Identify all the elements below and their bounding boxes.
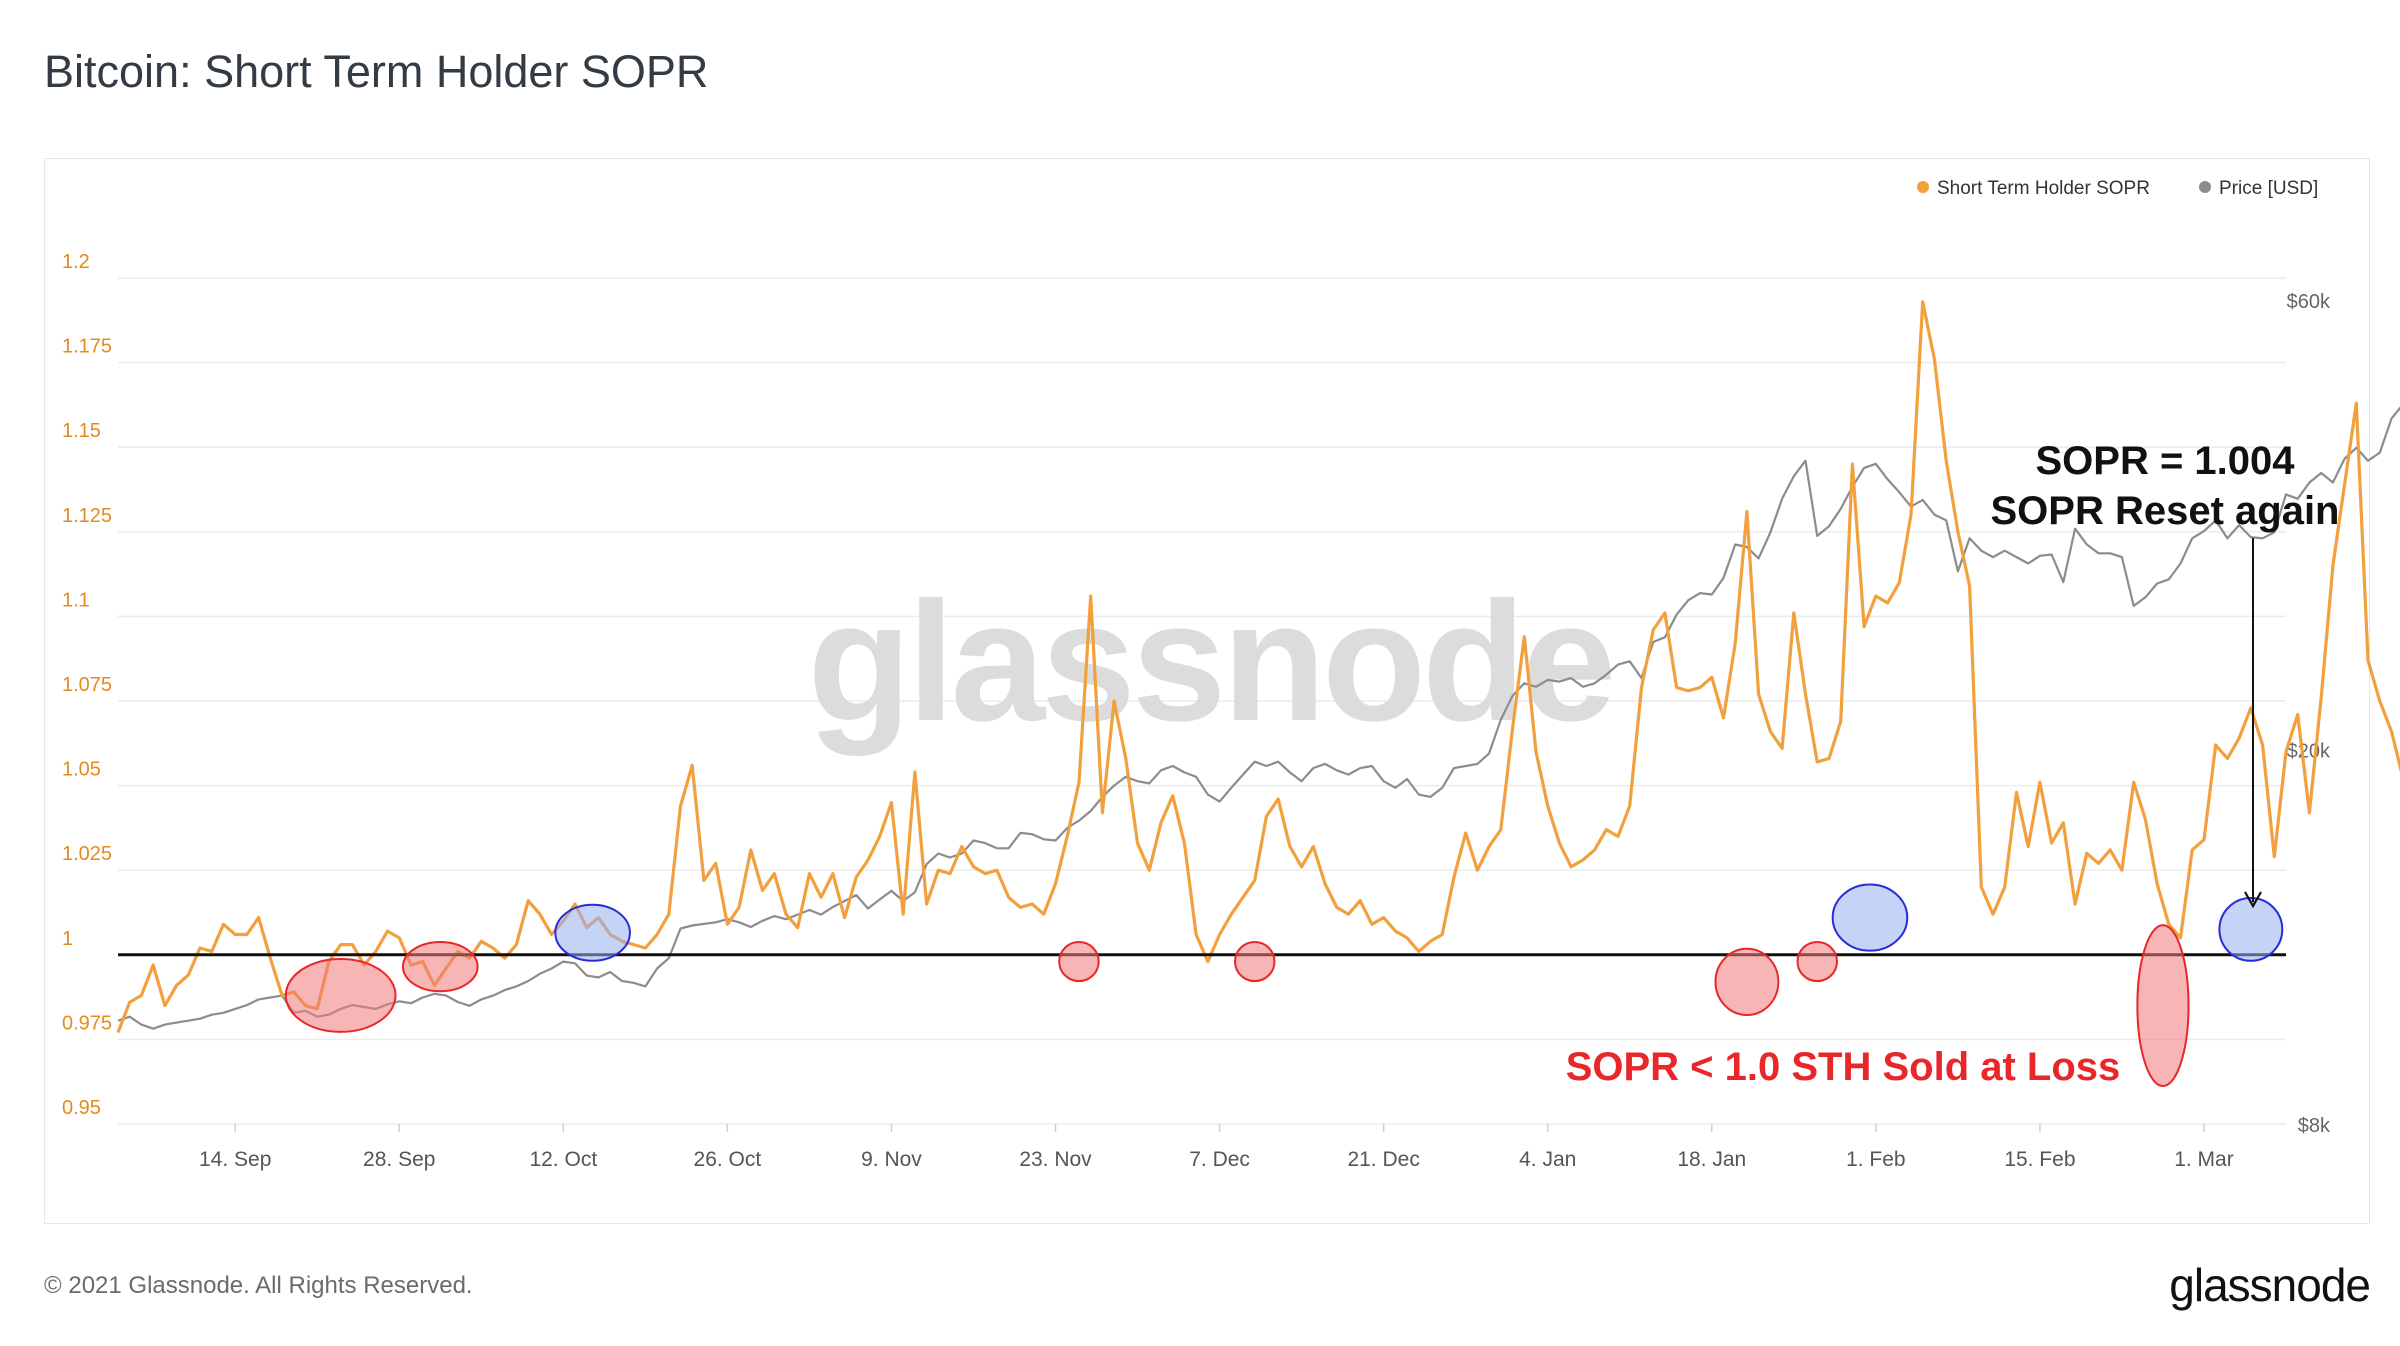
x-tick-label: 28. Sep [363,1148,435,1171]
page-title: Bitcoin: Short Term Holder SOPR [44,46,709,97]
legend-label-price[interactable]: Price [USD] [2219,178,2318,199]
annotation-arrow-head [2244,891,2262,909]
x-tick-label: 1. Mar [2174,1148,2234,1171]
footer-logo[interactable]: glassnode [2169,1259,2371,1311]
x-tick-label: 9. Nov [861,1148,922,1171]
chart-frame [44,158,2370,1224]
y-left-tick-label: 1.075 [62,674,112,696]
x-tick-label: 21. Dec [1347,1148,1419,1171]
y-left-tick-label: 1.025 [62,843,112,865]
watermark: glassnode [808,567,1613,757]
y-left-tick-label: 1 [62,928,73,950]
x-tick-label: 4. Jan [1519,1148,1576,1171]
y-left-tick-label: 1.15 [62,420,101,442]
y-left-tick-label: 1.1 [62,589,90,611]
x-tick-label: 26. Oct [694,1148,762,1171]
loss-highlight-circle [1234,941,1276,983]
loss-highlight-circle [1714,947,1780,1016]
y-left-tick-label: 1.05 [62,759,101,781]
annotation-sold-at-loss: SOPR < 1.0 STH Sold at Loss [1566,1045,2121,1089]
reset-highlight-circle [1831,883,1909,952]
loss-highlight-circle [1058,941,1100,983]
loss-highlight-circle [401,941,479,993]
x-tick-label: 12. Oct [529,1148,597,1171]
x-tick-label: 1. Feb [1846,1148,1906,1171]
x-tick-label: 15. Feb [2004,1148,2075,1171]
y-left-tick-label: 0.95 [62,1097,101,1119]
footer-copyright: © 2021 Glassnode. All Rights Reserved. [44,1272,473,1299]
y-left-tick-label: 1.125 [62,505,112,527]
legend-marker-sopr [1917,181,1929,193]
y-right-tick-label: $8k [2298,1115,2331,1137]
y-left-tick-label: 1.175 [62,336,112,358]
legend-marker-price [2199,181,2211,193]
x-tick-label: 7. Dec [1189,1148,1250,1171]
x-tick-label: 18. Jan [1677,1148,1746,1171]
legend-label-sopr[interactable]: Short Term Holder SOPR [1937,178,2150,199]
reset-highlight-circle [2218,897,2284,962]
x-tick-label: 23. Nov [1019,1148,1092,1171]
annotation-sopr-reset: SOPR Reset again [1990,489,2339,533]
series-line-price [117,406,2400,1030]
y-left-tick-label: 0.975 [62,1012,112,1034]
loss-highlight-circle [1796,941,1838,983]
y-right-tick-label: $60k [2287,291,2331,313]
y-right-tick-label: $20k [2287,740,2331,762]
loss-highlight-circle [284,957,397,1033]
reset-highlight-circle [554,903,631,962]
y-left-tick-label: 1.2 [62,251,90,273]
x-tick-label: 14. Sep [199,1148,271,1171]
annotation-sopr-value: SOPR = 1.004 [2035,439,2295,483]
loss-highlight-circle [2136,924,2190,1088]
